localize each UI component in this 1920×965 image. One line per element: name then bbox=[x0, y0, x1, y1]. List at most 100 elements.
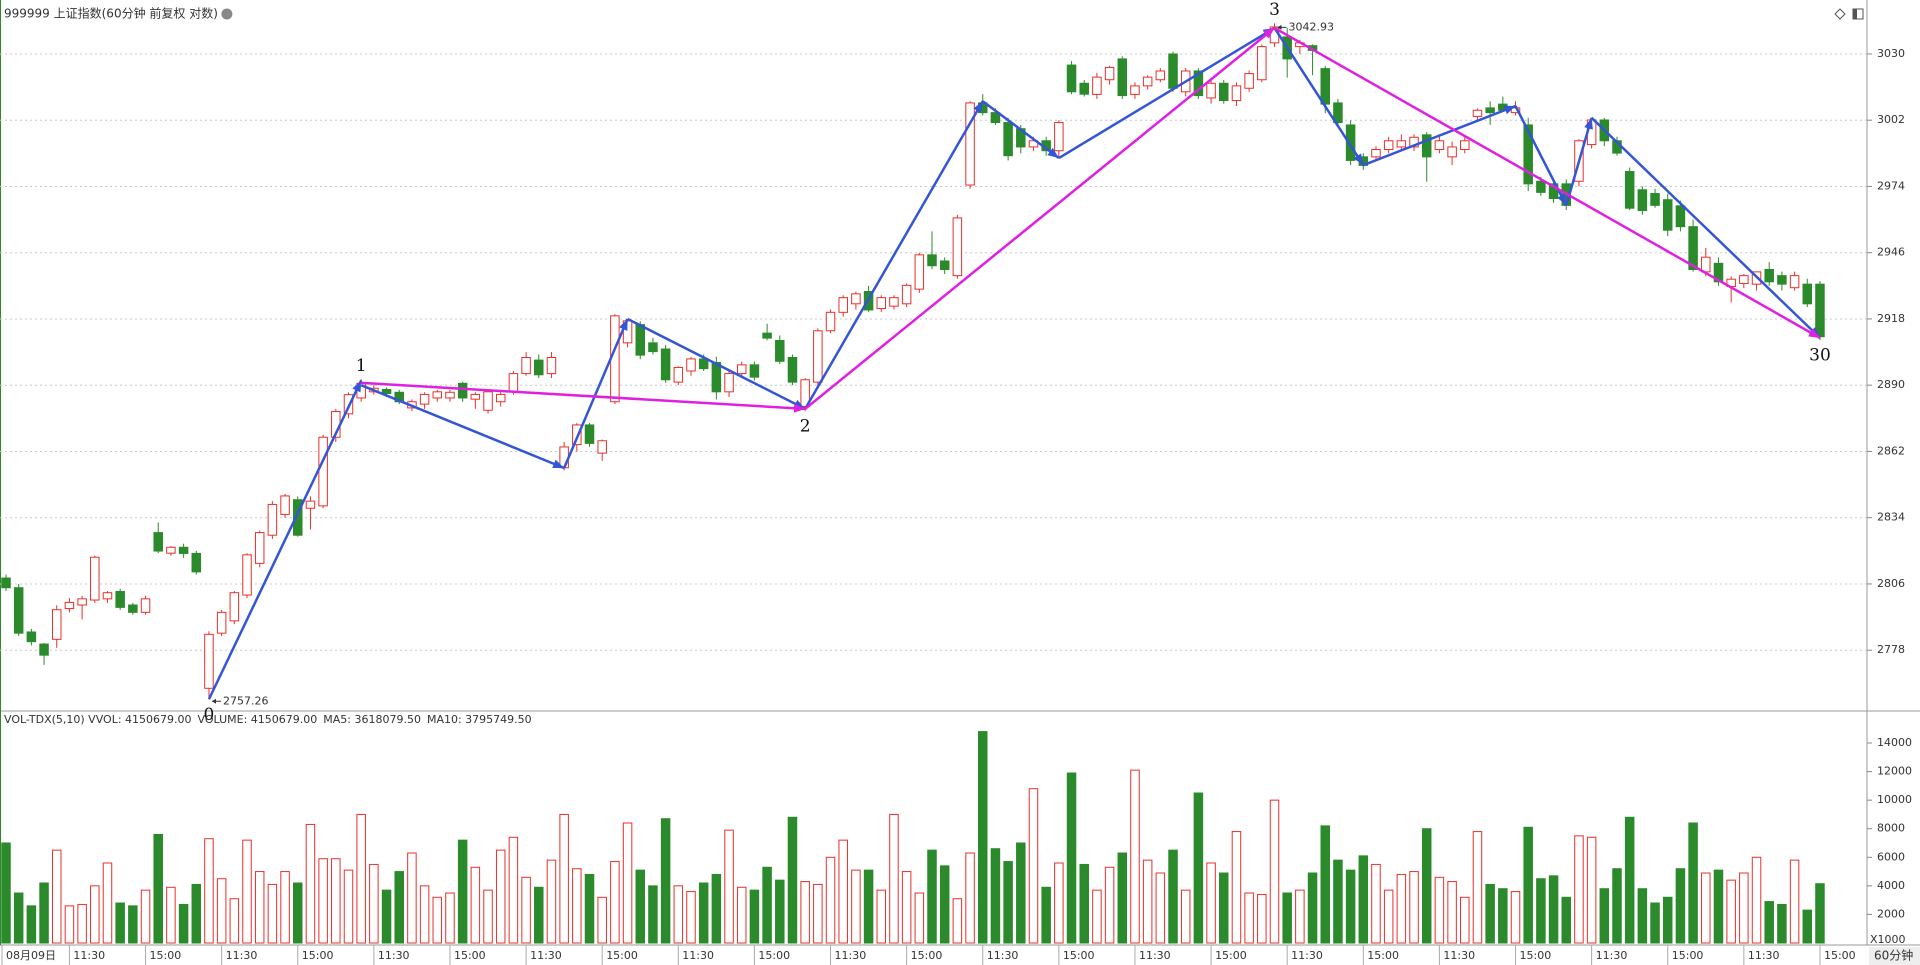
y-tick-label: 2918 bbox=[1877, 312, 1905, 325]
x-tick-label: 15:00 bbox=[1367, 949, 1399, 962]
candle-body bbox=[914, 254, 925, 290]
volume-bar bbox=[584, 873, 595, 944]
wave-line bbox=[1565, 117, 1593, 206]
x-tick-label: 15:00 bbox=[150, 949, 182, 962]
chart-title: 999999 上证指数(60分钟 前复权 对数) bbox=[4, 6, 218, 21]
period-label: 60分钟 bbox=[1874, 948, 1913, 963]
volume-bar bbox=[1206, 862, 1216, 944]
candle-body bbox=[1434, 140, 1445, 151]
candle-body bbox=[648, 342, 658, 353]
volume-bar bbox=[1586, 836, 1597, 944]
candle-body bbox=[1028, 140, 1039, 148]
volume-bar bbox=[1574, 835, 1584, 944]
volume-bar bbox=[153, 833, 163, 944]
volume-bar bbox=[1219, 872, 1229, 944]
y-tick-label: 14000 bbox=[1877, 736, 1912, 749]
volume-bar bbox=[800, 881, 810, 944]
x-tick-label: 15:00 bbox=[1215, 949, 1247, 962]
volume-bar bbox=[229, 898, 240, 944]
volume-bar bbox=[1079, 863, 1089, 944]
volume-bar bbox=[1193, 792, 1204, 944]
volume-bar bbox=[1485, 883, 1495, 944]
wave-arrowhead bbox=[1047, 147, 1059, 159]
volume-bar bbox=[749, 889, 760, 944]
y-tick-label: 6000 bbox=[1877, 850, 1905, 863]
volume-bar bbox=[648, 885, 658, 944]
y-tick-label: 3002 bbox=[1877, 113, 1905, 126]
volume-bar bbox=[140, 889, 151, 944]
candle-body bbox=[939, 260, 950, 270]
candle-body bbox=[229, 592, 240, 622]
volume-bar bbox=[1244, 892, 1254, 944]
candle-body bbox=[13, 587, 24, 634]
candle-body bbox=[1739, 275, 1749, 284]
y-tick-label: 2946 bbox=[1877, 246, 1905, 259]
candle-body bbox=[1485, 107, 1495, 114]
volume-bar bbox=[622, 822, 633, 944]
y-tick-label: 2890 bbox=[1877, 378, 1905, 391]
volume-bar bbox=[863, 869, 874, 944]
volume-bar bbox=[280, 871, 290, 944]
candle-body bbox=[457, 382, 468, 399]
candle-body bbox=[1472, 109, 1483, 117]
volume-bar bbox=[39, 882, 49, 944]
volume-bar bbox=[1561, 896, 1572, 944]
title-icon[interactable] bbox=[221, 8, 233, 20]
candle-body bbox=[559, 446, 569, 469]
candle-body bbox=[521, 357, 531, 375]
candle-body bbox=[1815, 283, 1825, 338]
volume-bar bbox=[331, 858, 341, 944]
candle-body bbox=[115, 591, 125, 608]
volume-bar bbox=[736, 886, 747, 944]
candle-body bbox=[318, 436, 328, 507]
candle-body bbox=[952, 217, 963, 277]
volume-bar bbox=[1472, 831, 1483, 944]
candle-body bbox=[77, 598, 87, 606]
volume-bar bbox=[1371, 863, 1381, 944]
volume-bar bbox=[838, 839, 848, 944]
candle-body bbox=[1117, 58, 1128, 97]
volume-bar bbox=[1282, 892, 1292, 944]
x-tick-label: 15:00 bbox=[1824, 949, 1856, 962]
candle-body bbox=[1523, 124, 1533, 185]
volume-bar bbox=[521, 876, 531, 944]
volume-bar bbox=[787, 816, 798, 944]
candle-body bbox=[267, 503, 278, 536]
volume-bar bbox=[166, 886, 176, 944]
volume-bar bbox=[1155, 872, 1166, 944]
x-tick-label: 15:00 bbox=[1520, 949, 1552, 962]
draw-icon[interactable] bbox=[1834, 8, 1846, 20]
volume-bar bbox=[813, 883, 823, 944]
x-tick-label: 15:00 bbox=[911, 949, 943, 962]
volume-bar bbox=[1675, 868, 1686, 944]
volume-bar bbox=[1701, 872, 1711, 944]
y-tick-label: 2834 bbox=[1877, 511, 1905, 524]
volume-bar bbox=[1789, 859, 1800, 944]
volume-bar bbox=[13, 892, 24, 944]
candle-body bbox=[876, 297, 887, 310]
x-tick-label: 11:30 bbox=[987, 949, 1019, 962]
wave-arrowhead bbox=[973, 101, 983, 114]
extreme-label: 3042.93 bbox=[1289, 20, 1335, 33]
candle-body bbox=[1637, 189, 1648, 212]
x-tick-label: 11:30 bbox=[226, 949, 258, 962]
candle-body bbox=[635, 324, 645, 356]
wave-arrowhead bbox=[352, 380, 362, 393]
volume-bar bbox=[1016, 842, 1026, 944]
candle-body bbox=[470, 393, 481, 400]
x-tick-label: 15:00 bbox=[606, 949, 638, 962]
volume-bar bbox=[77, 903, 87, 944]
volume-bar bbox=[51, 849, 62, 944]
candle-body bbox=[495, 393, 506, 403]
candle-body bbox=[1054, 122, 1064, 152]
wave-arrowhead bbox=[1557, 193, 1567, 206]
volume-bar bbox=[990, 848, 1001, 944]
volume-bar bbox=[1802, 909, 1813, 944]
volume-bar bbox=[927, 849, 937, 944]
candle-body bbox=[64, 601, 75, 610]
candle-body bbox=[26, 631, 37, 643]
wave-arrowhead bbox=[1503, 105, 1516, 115]
volume-bar bbox=[610, 861, 620, 944]
volume-bar bbox=[1599, 888, 1610, 944]
candle-body bbox=[381, 388, 392, 394]
